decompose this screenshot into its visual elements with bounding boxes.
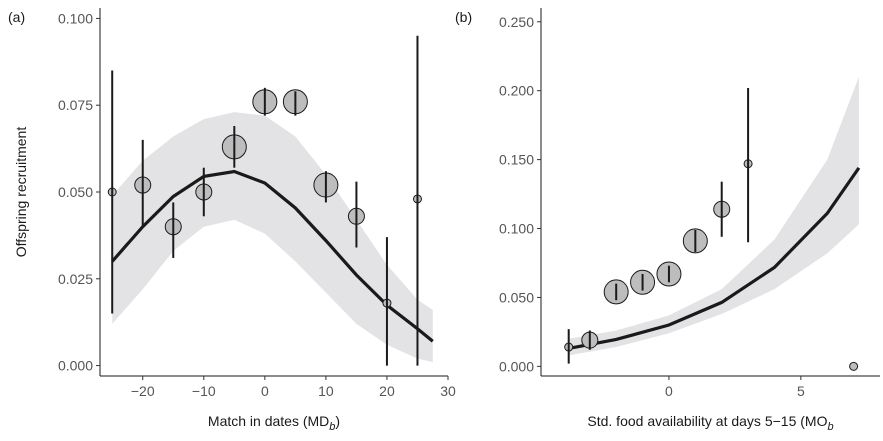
x-tick-label: −20	[131, 383, 155, 399]
x-axis-label: Std. food availability at days 5−15 (MOb	[587, 413, 833, 433]
panel-label: (b)	[455, 9, 472, 25]
fit-line	[111, 169, 434, 343]
x-tick-label: 20	[379, 383, 395, 399]
fit-line	[568, 166, 861, 351]
y-axis-label: Offspring recruitment	[13, 127, 29, 258]
y-tick-label: 0.000	[58, 358, 93, 374]
y-tick-label: 0.075	[58, 97, 93, 113]
x-axis-label-part: Match in dates (MD	[208, 413, 329, 429]
confidence-band	[568, 76, 859, 356]
y-tick-label: 0.250	[499, 14, 534, 30]
x-tick-label: 5	[797, 383, 805, 399]
y-tick-label: 0.100	[499, 221, 534, 237]
y-tick-label: 0.200	[499, 83, 534, 99]
x-tick-label: 0	[261, 383, 269, 399]
y-tick-label: 0.100	[58, 10, 93, 26]
x-axis-label-part: Std. food availability at days 5−15 (MO	[587, 413, 827, 429]
x-tick-label: 10	[318, 383, 334, 399]
x-axis-label: Match in dates (MDb)	[208, 413, 340, 433]
confidence-band	[112, 112, 433, 363]
y-tick-label: 0.000	[499, 358, 534, 374]
point	[849, 361, 859, 371]
x-tick-label: 30	[440, 383, 456, 399]
x-axis-label-part: b	[827, 421, 833, 433]
y-tick-label: 0.150	[499, 152, 534, 168]
x-axis-label-part: )	[335, 413, 340, 429]
y-tick-label: 0.050	[58, 184, 93, 200]
x-tick-label: −10	[192, 383, 216, 399]
panel-label: (a)	[8, 9, 25, 25]
y-tick-label: 0.050	[499, 289, 534, 305]
x-tick-label: 0	[665, 383, 673, 399]
y-tick-label: 0.025	[58, 271, 93, 287]
x-axis-label-part: b	[329, 421, 335, 433]
